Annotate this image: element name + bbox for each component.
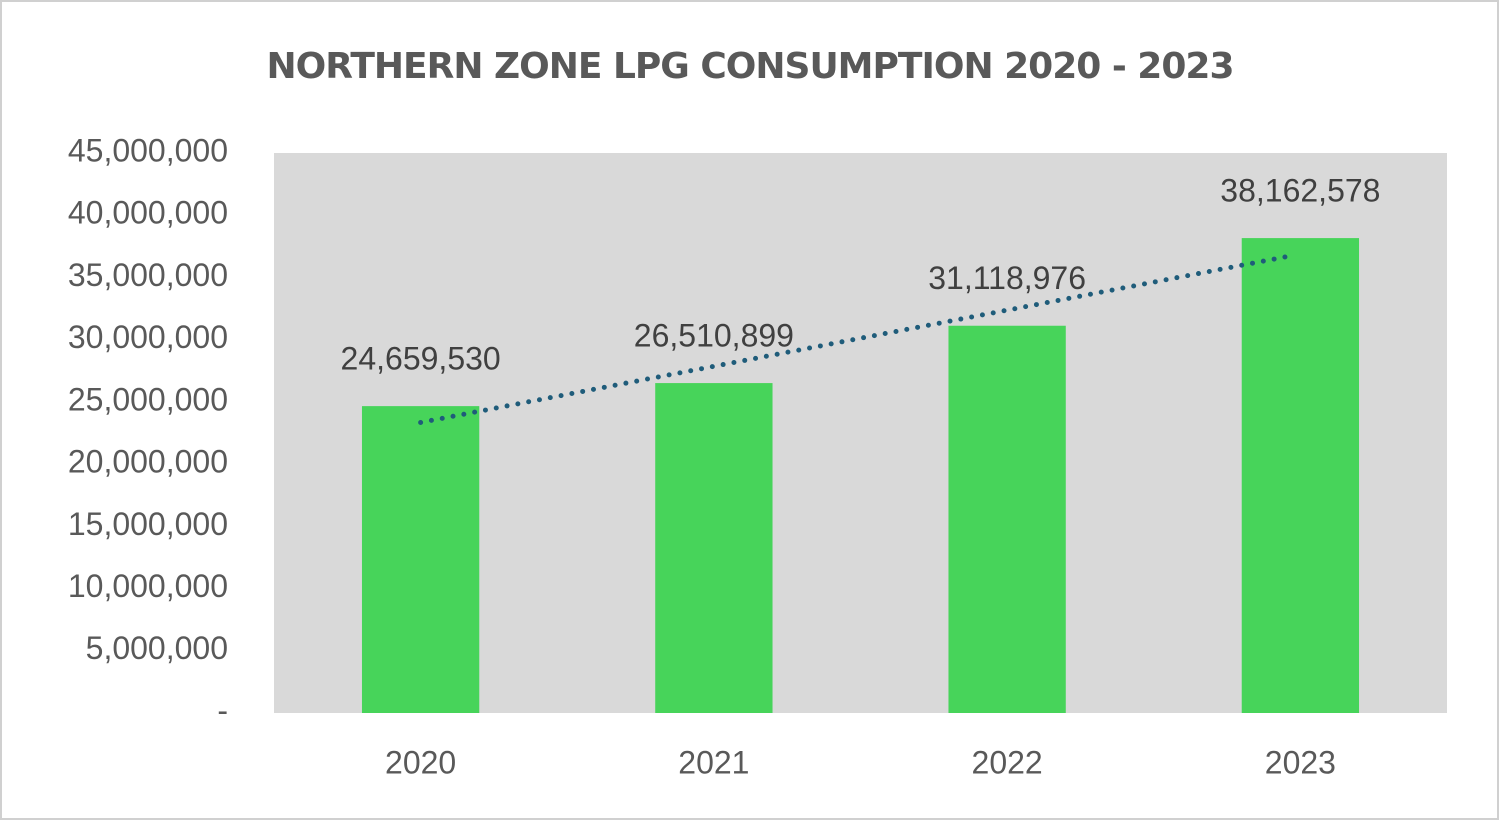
data-label: 24,659,530 — [341, 341, 501, 377]
chart-title: NORTHERN ZONE LPG CONSUMPTION 2020 - 202… — [267, 46, 1234, 87]
x-tick-label: 2023 — [1265, 744, 1336, 780]
bar — [655, 383, 773, 713]
y-tick-label: 30,000,000 — [68, 319, 228, 355]
y-tick-label: - — [217, 692, 228, 728]
y-tick-label: 45,000,000 — [68, 132, 228, 168]
y-tick-label: 20,000,000 — [68, 444, 228, 480]
bar — [948, 325, 1066, 713]
bar — [1241, 238, 1360, 713]
y-tick-label: 25,000,000 — [68, 381, 228, 417]
x-tick-label: 2021 — [678, 744, 749, 780]
y-tick-label: 35,000,000 — [68, 257, 228, 293]
x-tick-label: 2020 — [385, 744, 456, 780]
bar — [361, 406, 480, 713]
y-tick-label: 15,000,000 — [68, 506, 228, 542]
y-tick-label: 5,000,000 — [86, 630, 228, 666]
data-label: 38,162,578 — [1220, 173, 1380, 209]
x-tick-label: 2022 — [972, 744, 1043, 780]
trendline — [418, 253, 1293, 425]
y-tick-label: 10,000,000 — [68, 568, 228, 604]
y-tick-label: 40,000,000 — [68, 195, 228, 231]
data-label: 31,118,976 — [928, 260, 1086, 296]
data-label: 26,510,899 — [634, 318, 794, 354]
